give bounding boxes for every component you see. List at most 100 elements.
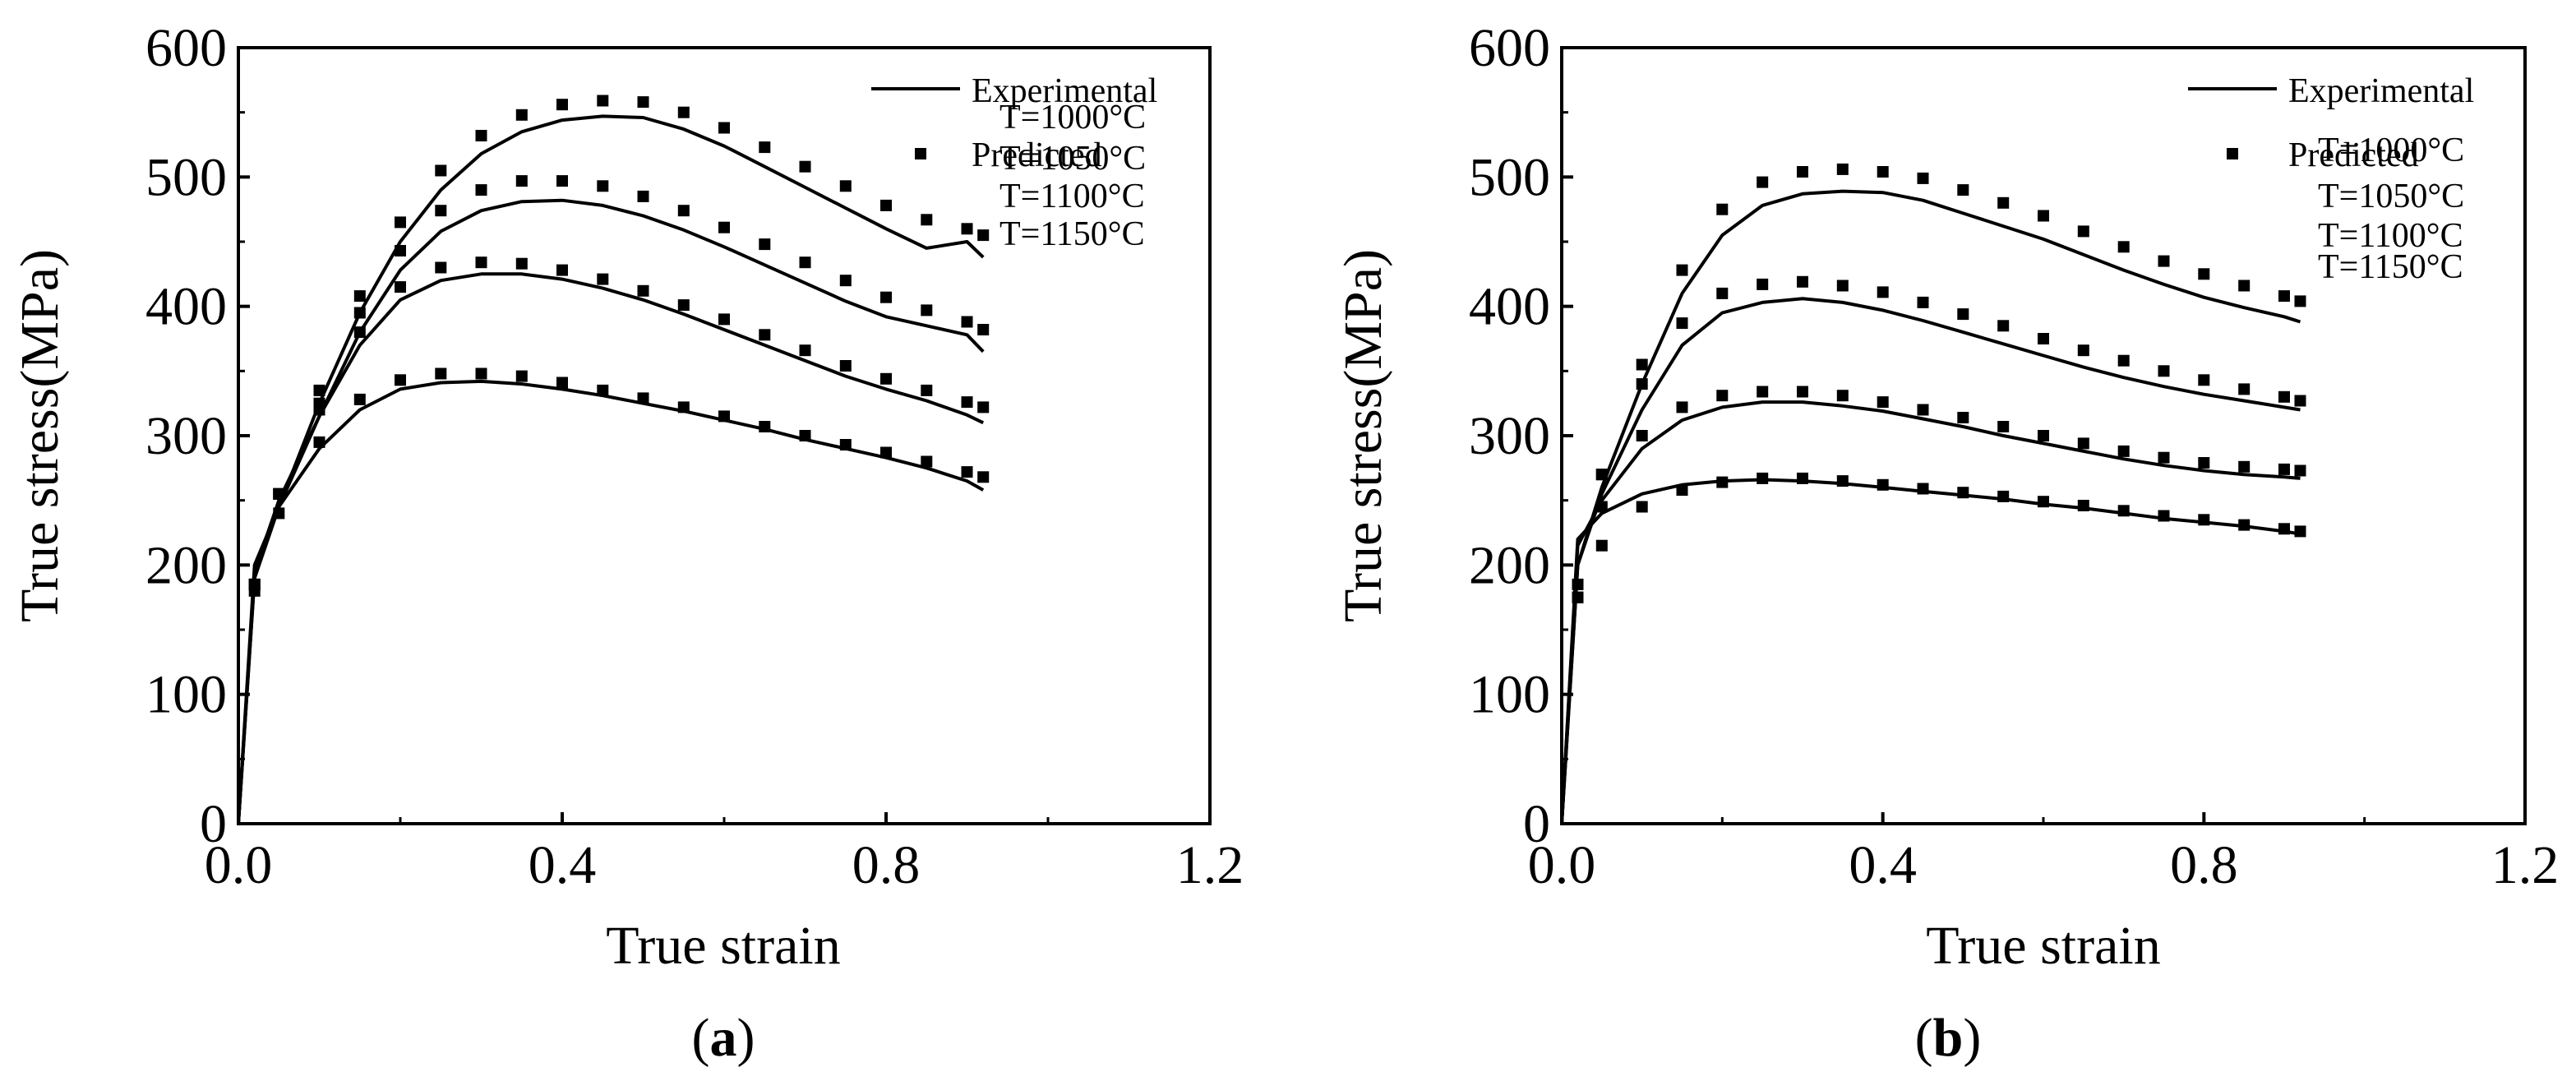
y-tick-label-a: 600	[145, 18, 227, 78]
predicted-marker-a-1	[395, 216, 406, 229]
predicted-marker-b-3	[1595, 501, 1608, 513]
predicted-marker-b-2	[1917, 296, 1929, 308]
y-tick-label-b: 600	[1469, 18, 1550, 78]
predicted-marker-a-2	[921, 304, 933, 316]
predicted-marker-a-1	[839, 180, 852, 192]
legend-a: Experimental Predicted	[871, 72, 1157, 174]
predicted-marker-b-1	[1797, 166, 1808, 178]
y-tick-label-a: 200	[145, 535, 227, 595]
predicted-marker-b-2	[2278, 390, 2290, 403]
legend-experimental-label-a: Experimental	[972, 72, 1157, 110]
predicted-marker-b-4	[1957, 487, 1969, 499]
predicted-marker-a-2	[961, 316, 973, 328]
predicted-marker-a-1	[759, 141, 771, 154]
predicted-marker-b-4	[2158, 510, 2170, 522]
y-tick-label-b: 0	[1523, 794, 1550, 854]
predicted-marker-b-2	[1997, 320, 2010, 332]
predicted-marker-a-3	[759, 329, 771, 341]
predicted-marker-a-4	[395, 374, 406, 386]
predicted-marker-b-4	[2038, 496, 2049, 508]
predicted-marker-a-4	[637, 392, 649, 404]
legend-predicted-label-a: Predicted	[972, 136, 1102, 174]
predicted-marker-b-4	[1877, 478, 1889, 491]
predicted-marker-a-1	[475, 130, 487, 141]
experimental-line-b-2	[1560, 297, 2301, 825]
predicted-marker-b-2	[2198, 374, 2210, 386]
y-tick-label-b: 200	[1469, 535, 1550, 595]
predicted-marker-a-3	[556, 264, 568, 276]
predicted-marker-b-1	[2198, 268, 2210, 280]
predicted-marker-b-4	[2278, 523, 2290, 535]
predicted-marker-b-4	[2238, 519, 2251, 531]
predicted-marker-a-3	[977, 401, 990, 413]
predicted-marker-b-3	[2038, 430, 2049, 441]
predicted-marker-b-3	[1877, 396, 1889, 409]
panel-label-b: (b)	[1915, 1008, 1982, 1068]
predicted-marker-a-2	[637, 190, 649, 202]
y-tick-label-a: 300	[145, 406, 227, 466]
predicted-marker-b-4	[2198, 514, 2210, 526]
predicted-marker-b-1	[2294, 295, 2306, 307]
predicted-marker-b-3	[1757, 386, 1769, 398]
predicted-marker-b-2	[1836, 279, 1849, 292]
series-label-a-4: T=1150°C	[999, 215, 1145, 253]
predicted-marker-a-3	[353, 326, 366, 339]
predicted-marker-a-2	[799, 256, 811, 269]
predicted-marker-a-3	[961, 396, 973, 409]
predicted-marker-b-2	[1716, 287, 1729, 299]
predicted-marker-a-4	[475, 367, 487, 380]
series-label-a-3: T=1100°C	[999, 178, 1145, 215]
predicted-marker-b-2	[1957, 308, 1969, 321]
predicted-marker-b-3	[2278, 463, 2290, 475]
y-tick-label-b: 400	[1469, 277, 1550, 337]
x-axis-title-b: True strain	[1926, 916, 2160, 976]
predicted-marker-a-4	[759, 421, 771, 432]
predicted-marker-a-3	[880, 372, 892, 385]
y-axis-title-b: True stress(MPa)	[1333, 249, 1393, 622]
legend-experimental-label-b: Experimental	[2288, 72, 2474, 110]
predicted-marker-b-3	[1676, 401, 1688, 413]
predicted-marker-a-3	[677, 299, 690, 312]
predicted-marker-b-2	[1757, 278, 1769, 290]
x-tick-label-b: 0.8	[2170, 835, 2238, 895]
x-tick-label-a: 0.4	[529, 835, 597, 895]
predicted-marker-b-2	[2117, 354, 2130, 367]
y-tick-label-a: 400	[145, 277, 227, 337]
predicted-marker-a-1	[718, 122, 730, 134]
predicted-marker-a-1	[515, 109, 528, 121]
x-tick-label-b: 1.2	[2491, 835, 2560, 895]
predicted-marker-a-3	[395, 281, 406, 293]
predicted-marker-b-3	[1836, 390, 1849, 402]
predicted-marker-b-2	[1877, 286, 1889, 298]
predicted-marker-a-4	[353, 393, 366, 405]
predicted-marker-a-3	[718, 313, 730, 326]
predicted-marker-a-1	[799, 160, 811, 173]
y-tick-label-a: 500	[145, 147, 227, 207]
x-axis-title-a: True strain	[606, 916, 840, 976]
predicted-marker-b-4	[2117, 505, 2130, 517]
predicted-marker-b-4	[1917, 483, 1929, 495]
predicted-marker-a-2	[395, 245, 406, 256]
predicted-marker-b-3	[2238, 460, 2251, 473]
predicted-marker-a-2	[556, 175, 568, 187]
predicted-marker-a-3	[313, 404, 325, 416]
predicted-marker-a-1	[313, 384, 325, 396]
chart-panel-a: 0 100 200 300 400 500 600 0.0 0.4 0.8 1.2 T=1000°C T…	[10, 18, 1244, 1068]
predicted-marker-b-1	[1757, 176, 1769, 188]
predicted-marker-b-4	[1572, 591, 1584, 603]
predicted-marker-a-4	[799, 430, 811, 441]
predicted-marker-b-4	[1716, 476, 1729, 488]
predicted-marker-b-4	[2077, 500, 2089, 511]
predicted-marker-b-1	[1877, 166, 1889, 178]
predicted-marker-b-2	[1676, 317, 1688, 330]
predicted-marker-a-4	[839, 439, 852, 450]
y-tick-label-b: 100	[1469, 665, 1550, 725]
predicted-marker-a-4	[556, 377, 568, 389]
legend-b: Experimental Predicted	[2188, 72, 2474, 174]
legend-marker-sample-b	[2227, 148, 2238, 159]
predicted-marker-b-4	[1636, 501, 1648, 513]
predicted-marker-b-4	[1797, 472, 1808, 484]
y-tick-label-a: 0	[200, 794, 227, 854]
x-tick-label-b: 0.4	[1849, 835, 1917, 895]
